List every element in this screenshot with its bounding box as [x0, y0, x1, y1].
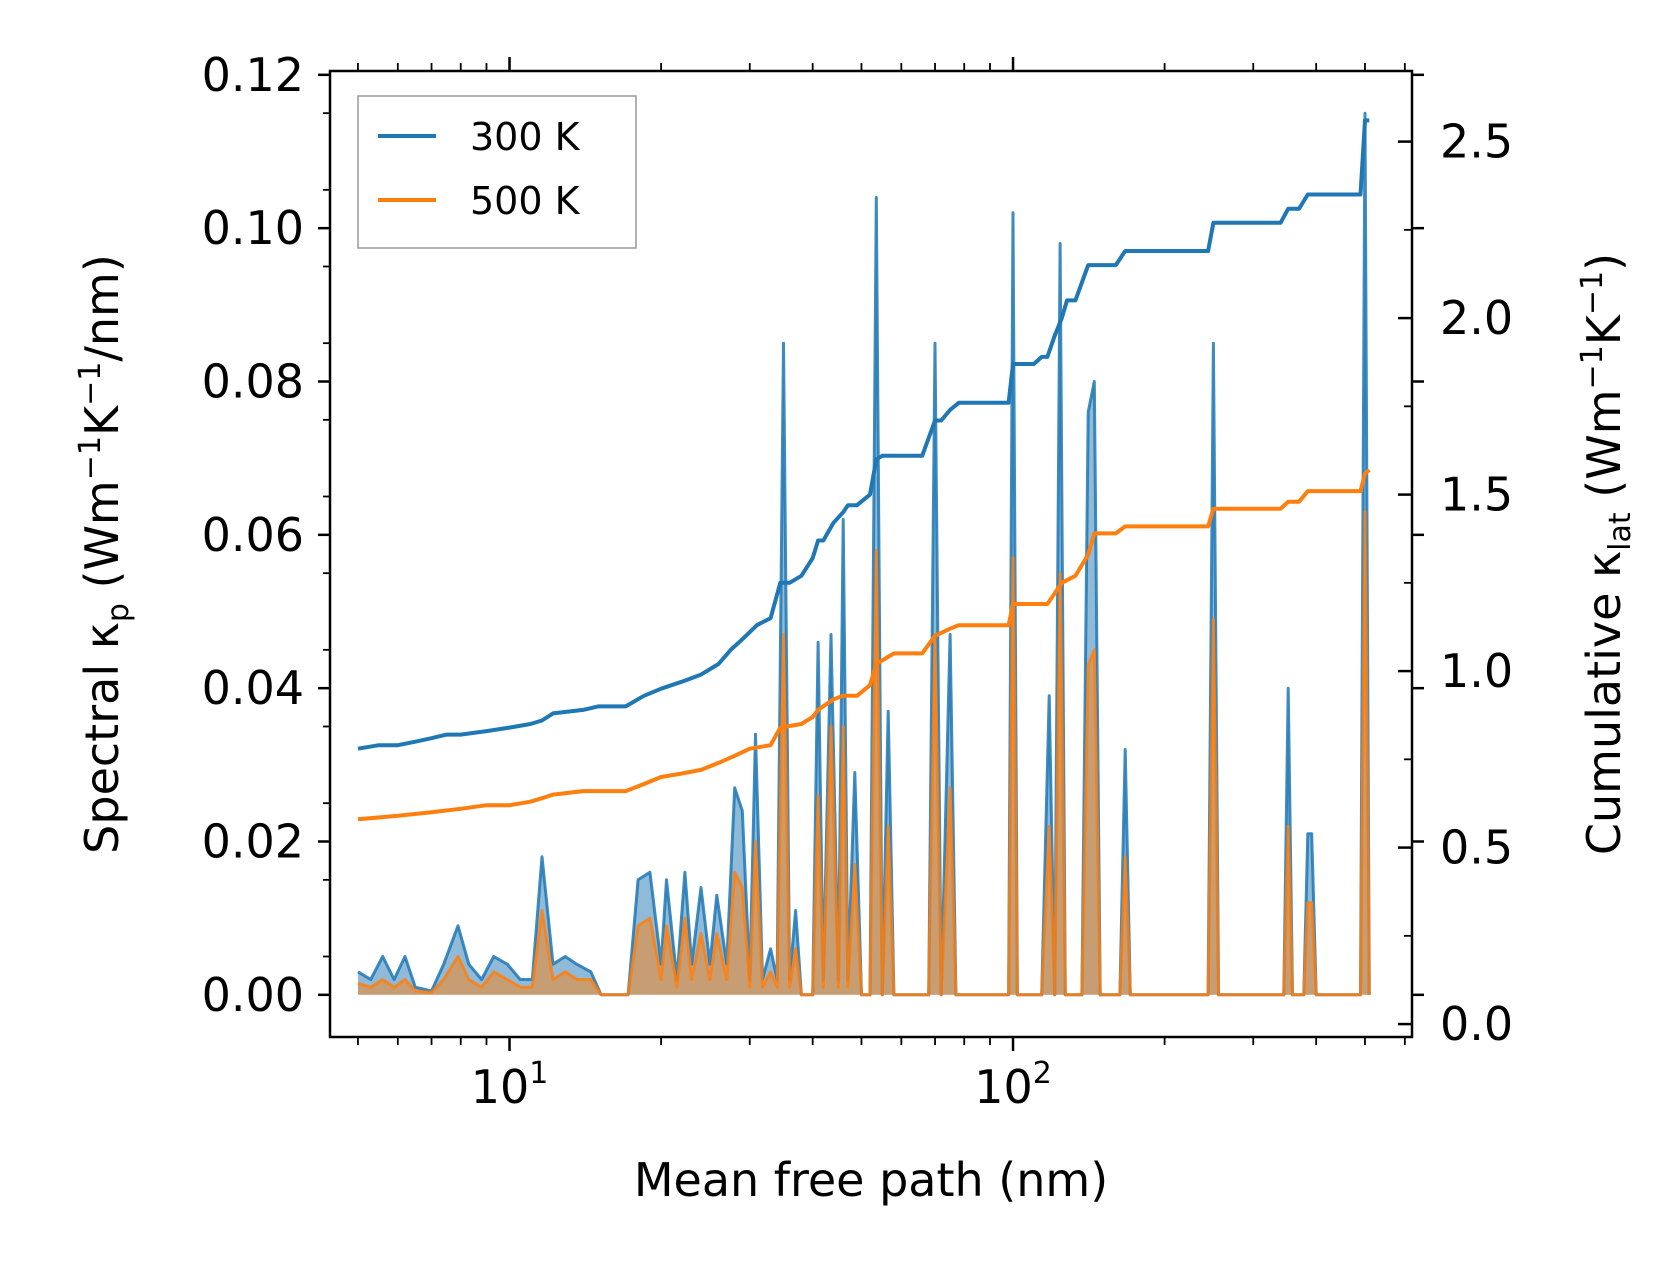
- legend-box: [357, 95, 637, 249]
- x-tick-label-exp: 2: [1033, 1056, 1052, 1091]
- y-axis-right-label: Cumulative κlat (Wm−1K−1): [1575, 253, 1638, 855]
- x-tick-label: 102: [974, 1056, 1052, 1114]
- ylabel-right-main: Cumulative κ: [1577, 551, 1631, 855]
- y-left-tick-label: 0.06: [202, 508, 304, 562]
- x-tick-label: 101: [471, 1056, 549, 1114]
- cumulative-line-300k: [357, 118, 1370, 751]
- ylabel-left-units-post: /nm): [75, 254, 129, 361]
- legend: 300 K 500 K: [357, 95, 637, 249]
- y-left-tick-label: 0.00: [202, 968, 304, 1022]
- x-axis-label: Mean free path (nm): [634, 1153, 1108, 1207]
- x-tick-label-base: 10: [974, 1060, 1033, 1114]
- y-right-tick-label: 0.5: [1440, 821, 1513, 875]
- ylabel-right-sup2: −1: [1575, 271, 1610, 315]
- ylabel-left-units-pre: (Wm: [75, 480, 129, 603]
- y-right-tick-label: 2.5: [1440, 115, 1513, 169]
- ylabel-right-sub: lat: [1603, 512, 1638, 551]
- legend-label-300k: 300 K: [470, 115, 581, 159]
- ylabel-right-sup1: −1: [1575, 345, 1610, 389]
- x-tick-label-exp: 1: [529, 1056, 548, 1091]
- spectral-line-500k: [357, 510, 1371, 997]
- y-right-tick-label: 1.0: [1440, 644, 1513, 698]
- ylabel-right-units-pre: (Wm: [1577, 389, 1631, 512]
- y-left-tick-label: 0.02: [202, 815, 304, 869]
- axis-ticks: 0.00 0.02 0.04 0.06 0.08 0.10 0.12 0.0 0.5 1.0 1.5…: [202, 48, 1514, 1114]
- y-axis-left-label: Spectral κp (Wm−1K−1/nm): [73, 254, 136, 854]
- y-right-tick-label: 2.0: [1440, 291, 1513, 345]
- ylabel-left-sub: p: [101, 603, 136, 622]
- x-tick-label-base: 10: [471, 1060, 530, 1114]
- y-right-tick-label: 1.5: [1440, 468, 1513, 522]
- cumulative-line-500k: [357, 468, 1371, 822]
- cumulative-lines: [357, 118, 1371, 822]
- y-left-tick-label: 0.04: [202, 661, 304, 715]
- ylabel-right-units-post: ): [1577, 253, 1631, 271]
- y-left-tick-label: 0.10: [202, 201, 304, 255]
- y-right-tick-label: 0.0: [1440, 997, 1513, 1051]
- spectral-lines: [357, 111, 1371, 997]
- ylabel-right-mid: K: [1577, 313, 1631, 345]
- ylabel-left-sup2: −1: [73, 362, 108, 406]
- plot-frame: [328, 69, 1414, 1039]
- y-left-tick-label: 0.08: [202, 355, 304, 409]
- ylabel-left-sup1: −1: [73, 436, 108, 480]
- spectral-line-300k: [357, 111, 1371, 997]
- y-left-tick-label: 0.12: [202, 48, 304, 102]
- ylabel-left-main: Spectral κ: [75, 622, 129, 854]
- legend-label-500k: 500 K: [470, 179, 581, 223]
- ylabel-left-mid: K: [75, 404, 129, 436]
